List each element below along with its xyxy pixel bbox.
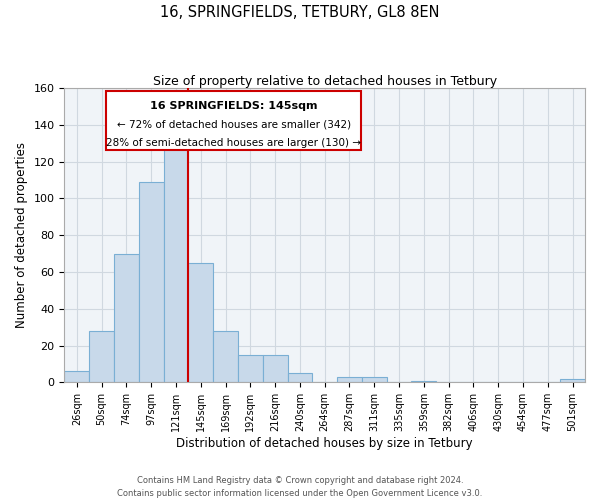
Bar (89, 331, 114, 382)
Bar (263, 355, 287, 382)
Text: Contains HM Land Registry data © Crown copyright and database right 2024.
Contai: Contains HM Land Registry data © Crown c… (118, 476, 482, 498)
FancyBboxPatch shape (106, 91, 361, 150)
Text: 16, SPRINGFIELDS, TETBURY, GL8 8EN: 16, SPRINGFIELDS, TETBURY, GL8 8EN (160, 5, 440, 20)
Bar (64, 372, 89, 382)
Bar (188, 263, 213, 382)
Text: ← 72% of detached houses are smaller (342): ← 72% of detached houses are smaller (34… (116, 120, 350, 130)
Bar (412, 380, 436, 382)
Bar (213, 331, 238, 382)
Bar (560, 378, 585, 382)
Bar (287, 373, 313, 382)
Bar (337, 377, 362, 382)
Bar (238, 355, 263, 382)
Bar (139, 182, 164, 382)
Bar (362, 377, 386, 382)
Title: Size of property relative to detached houses in Tetbury: Size of property relative to detached ho… (152, 75, 497, 88)
Bar (164, 142, 188, 382)
Y-axis label: Number of detached properties: Number of detached properties (15, 142, 28, 328)
Text: 28% of semi-detached houses are larger (130) →: 28% of semi-detached houses are larger (… (106, 138, 361, 148)
Bar (114, 254, 139, 382)
Text: 16 SPRINGFIELDS: 145sqm: 16 SPRINGFIELDS: 145sqm (150, 101, 317, 111)
X-axis label: Distribution of detached houses by size in Tetbury: Distribution of detached houses by size … (176, 437, 473, 450)
